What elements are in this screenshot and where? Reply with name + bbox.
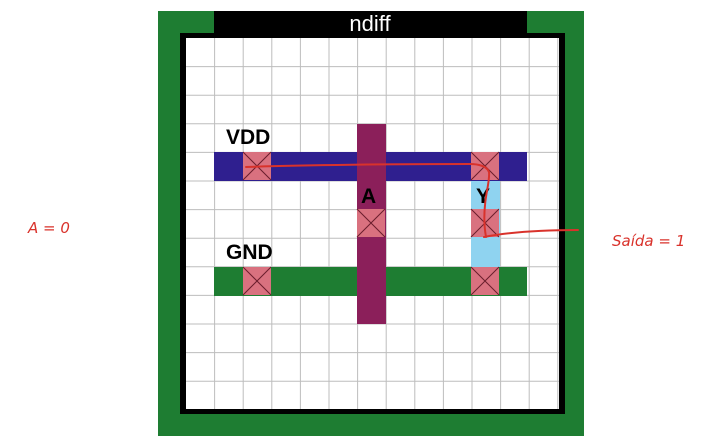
title-tab <box>214 11 527 36</box>
input-state-annotation: A = 0 <box>27 219 70 237</box>
vdd-label: VDD <box>226 126 270 149</box>
diagram-title: ndiff <box>349 11 391 36</box>
input-a-label: A <box>361 185 376 208</box>
contact-output-bottom <box>470 266 500 296</box>
conduction-path-stroke <box>245 163 579 238</box>
contact-gnd <box>242 266 272 296</box>
output-state-annotation: Saída = 1 <box>612 232 685 250</box>
gnd-label: GND <box>226 241 273 264</box>
contact-gate <box>356 208 386 238</box>
